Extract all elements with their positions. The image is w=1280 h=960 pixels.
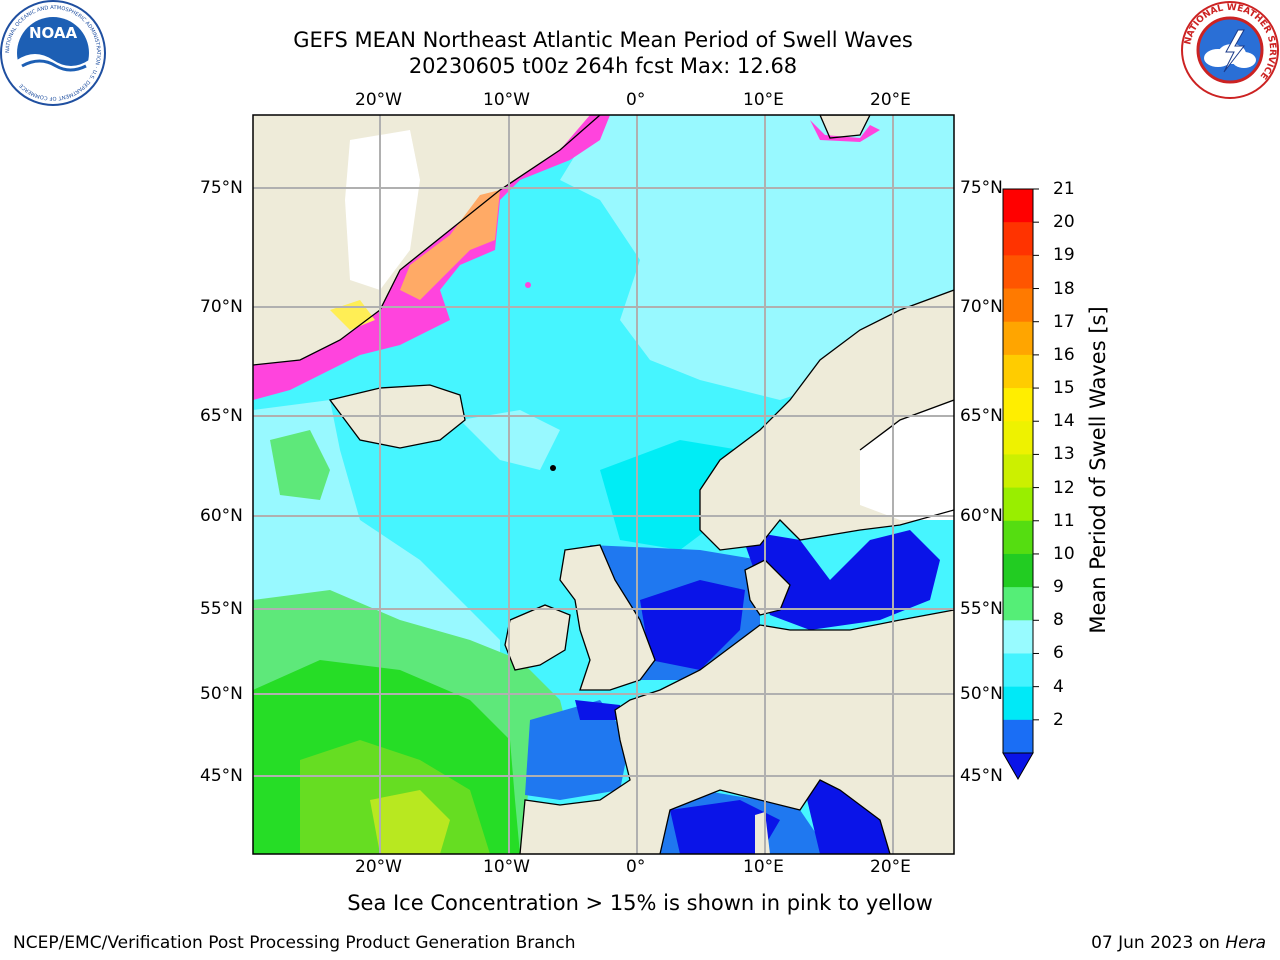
lat-label-left: 55°N (200, 599, 243, 619)
ocean-band-lt2 (800, 770, 890, 854)
colorbar-tick-label: 2 (1053, 709, 1064, 730)
colorbar-band (1003, 719, 1033, 754)
colorbar-band (1003, 587, 1033, 621)
colorbar-band (1003, 388, 1033, 422)
colorbar-tick-label: 4 (1053, 676, 1064, 697)
noaa-logo: NOAA NATIONAL OCEANIC AND ATMOSPHERIC AD… (0, 0, 106, 106)
colorbar-band (1003, 653, 1033, 688)
colorbar-tick-label: 21 (1053, 179, 1075, 199)
colorbar (1002, 188, 1039, 781)
ocean-band-lt2 (640, 580, 745, 670)
colorbar-band (1003, 321, 1033, 356)
colorbar-band (1003, 454, 1033, 489)
lat-label-left: 50°N (200, 684, 243, 704)
lat-label-right: 75°N (960, 178, 1003, 198)
colorbar-tick-label: 20 (1053, 212, 1075, 233)
colorbar-band (1003, 255, 1033, 290)
footer-host: Hera (1225, 933, 1266, 953)
land-greenland (253, 115, 600, 365)
colorbar-band (1003, 686, 1033, 721)
colorbar-tick-label: 10 (1053, 543, 1075, 564)
noaa-logo-text: NOAA (29, 24, 78, 42)
lat-label-right: 65°N (960, 406, 1003, 426)
lon-label-bottom: 20°W (355, 857, 402, 877)
colorbar-tick-label: 9 (1053, 577, 1064, 598)
lon-label-bottom: 0° (626, 857, 646, 877)
lat-label-left: 75°N (200, 178, 243, 198)
lat-label-left: 70°N (200, 297, 243, 317)
colorbar-band (1003, 520, 1033, 555)
colorbar-band (1003, 487, 1033, 522)
colorbar-tick-label: 13 (1053, 444, 1075, 465)
footer-date-text: 07 Jun 2023 on (1091, 933, 1226, 953)
colorbar-tick-label: 8 (1053, 610, 1064, 631)
colorbar-tick-label: 19 (1053, 245, 1075, 266)
colorbar-band (1003, 421, 1033, 455)
colorbar-tick-label: 12 (1053, 477, 1075, 498)
ocean-band-12-13 (370, 790, 450, 854)
colorbar-band (1003, 189, 1033, 223)
colorbar-tick-label: 14 (1053, 411, 1075, 432)
chart-subtitle: 20230605 t00z 264h fcst Max: 12.68 (408, 54, 798, 78)
map-layers (253, 115, 954, 854)
footer-branch: NCEP/EMC/Verification Post Processing Pr… (13, 933, 576, 953)
sea-ice-white (860, 400, 954, 520)
lat-label-right: 50°N (960, 684, 1003, 704)
ocean-band-8-9 (560, 115, 954, 400)
graticule (253, 115, 954, 854)
lon-label-top: 10°E (743, 90, 784, 110)
lat-label-left: 60°N (200, 506, 243, 526)
ocean-band-lt2 (575, 700, 620, 720)
ocean-band-lt2 (740, 530, 940, 630)
map-frame (252, 114, 955, 855)
colorbar-label: Mean Period of Swell Waves [s] (1086, 306, 1110, 634)
lon-label-bottom: 20°E (870, 857, 911, 877)
lon-label-top: 10°W (483, 90, 530, 110)
lat-label-right: 60°N (960, 506, 1003, 526)
colorbar-frame (1002, 188, 1034, 754)
land-great-britain (560, 545, 655, 690)
colorbar-tick-label: 15 (1053, 378, 1075, 399)
ocean-band-9-10 (270, 430, 330, 500)
lon-label-top: 20°E (870, 90, 911, 110)
colorbar-band (1003, 354, 1033, 389)
sea-ice-band (400, 190, 500, 300)
land-svalbard (820, 115, 870, 138)
land-islands (755, 812, 770, 854)
lat-label-right: 70°N (960, 297, 1003, 317)
lat-label-left: 65°N (200, 406, 243, 426)
sea-ice-white (345, 130, 420, 290)
nws-logo: NATIONAL WEATHER SERVICE (1181, 1, 1279, 99)
colorbar-tick-label: 6 (1053, 643, 1064, 664)
colorbar-tick-label: 16 (1053, 344, 1075, 365)
colorbar-tick-label: 11 (1053, 510, 1075, 531)
ocean-band-lt2 (670, 800, 780, 854)
lon-label-bottom: 10°W (483, 857, 530, 877)
land-ireland (505, 605, 570, 670)
lon-label-top: 20°W (355, 90, 402, 110)
sea-ice-note: Sea Ice Concentration > 15% is shown in … (347, 891, 933, 915)
colorbar-extend-arrow (1002, 752, 1034, 781)
lon-label-top: 0° (626, 90, 646, 110)
lat-label-right: 45°N (960, 766, 1003, 786)
lat-label-left: 45°N (200, 766, 243, 786)
footer-date: 07 Jun 2023 on Hera (1091, 933, 1266, 953)
lat-label-right: 55°N (960, 599, 1003, 619)
colorbar-tick-label: 18 (1053, 278, 1075, 299)
colorbar-band (1003, 553, 1033, 588)
land-europe (520, 610, 954, 854)
colorbar-band (1003, 222, 1033, 256)
colorbar-band (1003, 288, 1033, 323)
sea-ice-band (810, 120, 880, 142)
lon-label-bottom: 10°E (743, 857, 784, 877)
chart-title: GEFS MEAN Northeast Atlantic Mean Period… (293, 28, 913, 52)
colorbar-band (1003, 620, 1033, 654)
colorbar-tick-label: 17 (1053, 311, 1075, 332)
